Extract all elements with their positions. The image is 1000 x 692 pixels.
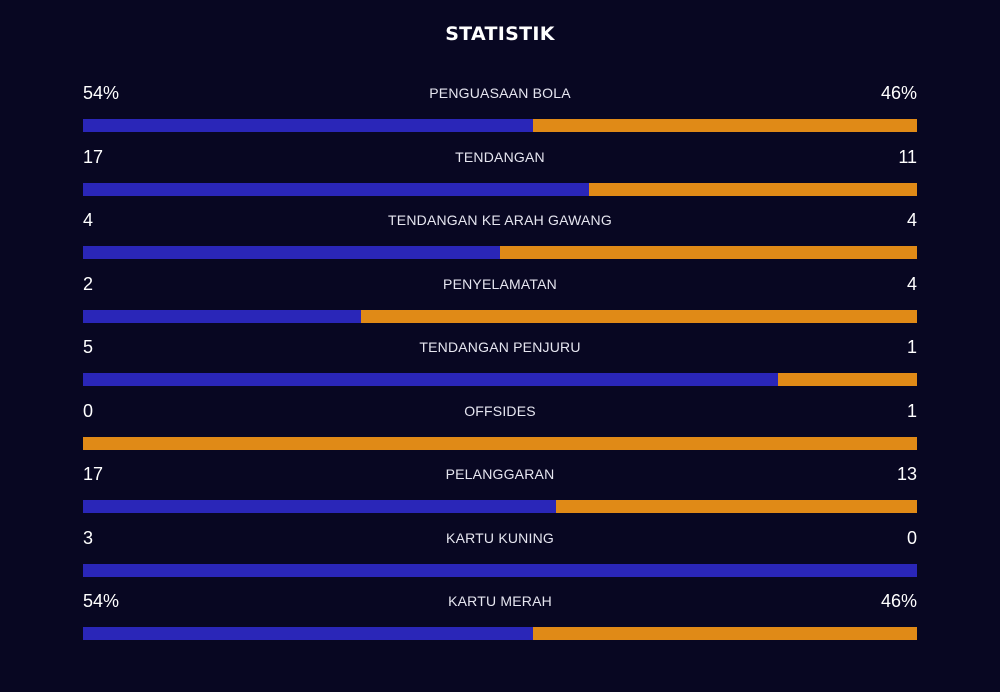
home-value: 5 — [83, 337, 94, 357]
stat-label: TENDANGAN — [455, 148, 545, 165]
away-bar-fill — [360, 309, 917, 323]
home-value: 54% — [83, 83, 120, 103]
home-bar-fill — [83, 309, 361, 323]
comparison-bar — [83, 182, 917, 196]
comparison-bar — [83, 309, 917, 323]
away-value: 4 — [906, 273, 917, 294]
away-bar-fill — [533, 627, 917, 640]
home-bar-fill — [83, 627, 534, 640]
home-value: 17 — [83, 146, 104, 167]
comparison-bar — [83, 246, 917, 259]
stat-row-offsides: 0 OFFSIDES 1 — [83, 398, 917, 462]
away-bar-fill — [777, 373, 917, 386]
home-bar-fill — [83, 500, 556, 513]
home-bar-fill — [83, 119, 534, 132]
stat-label: TENDANGAN KE ARAH GAWANG — [388, 212, 612, 228]
stat-row-tendangan: 17 TENDANGAN 11 — [83, 144, 917, 208]
comparison-bar — [83, 373, 917, 386]
away-value: 0 — [906, 527, 917, 548]
comparison-bar — [83, 627, 917, 640]
stat-labels: 0 OFFSIDES 1 — [83, 398, 917, 426]
stat-label: KARTU KUNING — [446, 529, 554, 546]
stat-row-tendangan-ke-arah-gawang: 4 TENDANGAN KE ARAH GAWANG 4 — [83, 207, 917, 271]
stat-labels: 17 PELANGGARAN 13 — [83, 461, 917, 489]
away-bar-fill — [83, 436, 917, 450]
stat-row-penguasaan-bola: 54% PENGUASAAN BOLA 46% — [83, 80, 917, 144]
stat-labels: 2 PENYELAMATAN 4 — [83, 271, 917, 299]
away-value: 4 — [906, 210, 917, 230]
home-bar-fill — [83, 182, 590, 196]
stat-label: TENDANGAN PENJURU — [419, 339, 581, 355]
home-bar-fill — [83, 373, 778, 386]
away-bar-fill — [589, 182, 917, 196]
home-value: 2 — [83, 273, 94, 294]
home-value: 3 — [83, 527, 94, 548]
away-value: 46% — [880, 83, 917, 103]
away-bar-fill — [555, 500, 917, 513]
stats-list: 54% PENGUASAAN BOLA 46% 17 TENDANGAN 11 — [83, 80, 917, 652]
home-value: 17 — [83, 464, 104, 484]
stat-labels: 17 TENDANGAN 11 — [83, 144, 917, 172]
home-bar-fill — [83, 246, 500, 259]
comparison-bar — [83, 500, 917, 513]
home-value: 54% — [83, 591, 120, 611]
away-value: 1 — [906, 337, 917, 357]
comparison-bar — [83, 119, 917, 132]
home-value: 0 — [83, 400, 94, 421]
away-value: 13 — [896, 464, 917, 484]
stat-row-penyelamatan: 2 PENYELAMATAN 4 — [83, 271, 917, 335]
stat-labels: 4 TENDANGAN KE ARAH GAWANG 4 — [83, 207, 917, 235]
home-bar-fill — [83, 563, 917, 577]
comparison-bar — [83, 436, 917, 450]
home-value: 4 — [83, 210, 94, 230]
stat-labels: 5 TENDANGAN PENJURU 1 — [83, 334, 917, 362]
stat-labels: 54% KARTU MERAH 46% — [83, 588, 917, 616]
stat-label: PELANGGARAN — [445, 466, 555, 482]
away-bar-fill — [533, 119, 917, 132]
away-bar-fill — [500, 246, 917, 259]
away-value: 11 — [898, 146, 917, 167]
comparison-bar — [83, 563, 917, 577]
away-value: 1 — [906, 400, 917, 421]
panel-title: STATISTIK — [445, 23, 555, 45]
stat-label: OFFSIDES — [464, 402, 536, 419]
stat-label: KARTU MERAH — [448, 593, 552, 609]
stat-row-pelanggaran: 17 PELANGGARAN 13 — [83, 461, 917, 525]
stat-labels: 54% PENGUASAAN BOLA 46% — [83, 80, 917, 108]
stat-row-tendangan-penjuru: 5 TENDANGAN PENJURU 1 — [83, 334, 917, 398]
stat-labels: 3 KARTU KUNING 0 — [83, 525, 917, 553]
away-value: 46% — [880, 591, 917, 611]
stat-label: PENGUASAAN BOLA — [429, 85, 571, 101]
stat-row-kartu-merah: 54% KARTU MERAH 46% — [83, 588, 917, 652]
stat-row-kartu-kuning: 3 KARTU KUNING 0 — [83, 525, 917, 589]
stat-label: PENYELAMATAN — [443, 275, 557, 292]
